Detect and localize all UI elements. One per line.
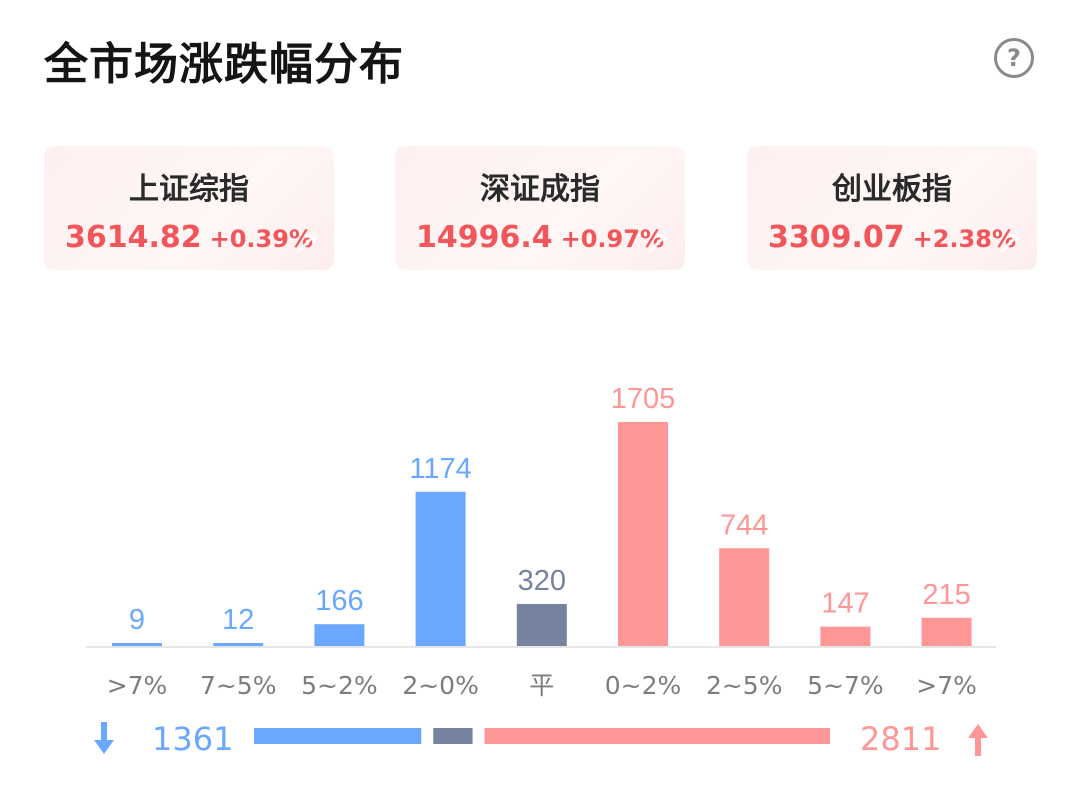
index-change: +0.39% xyxy=(209,225,313,253)
index-cards: 上证综指 3614.82 +0.39% 深证成指 14996.4 +0.97% 创业… xyxy=(44,146,1037,270)
x-tick-label: 5~2% xyxy=(301,671,378,700)
ratio-bar xyxy=(254,728,830,744)
trend-up-icon xyxy=(999,234,1019,254)
bar xyxy=(415,491,466,646)
bar xyxy=(314,624,365,646)
index-change: +0.97% xyxy=(560,225,664,253)
data-label: 215 xyxy=(922,579,970,611)
x-tick-label: 7~5% xyxy=(200,671,277,700)
bar xyxy=(112,643,162,646)
ratio-flat-segment xyxy=(433,728,473,744)
bar xyxy=(618,422,668,646)
page-title: 全市场涨跌幅分布 xyxy=(44,39,404,90)
data-label: 166 xyxy=(315,585,363,617)
index-card-chinext[interactable]: 创业板指 3309.07 +2.38% xyxy=(747,146,1037,270)
x-tick-label: >7% xyxy=(107,671,168,700)
x-tick-label: 2~0% xyxy=(402,671,479,700)
index-value: 3309.07 xyxy=(767,220,905,255)
data-label: 1174 xyxy=(409,453,471,485)
bar xyxy=(213,643,264,646)
bar xyxy=(719,548,770,646)
x-tick-label: 2~5% xyxy=(706,671,783,700)
data-label: 320 xyxy=(518,565,566,597)
arrow-up-icon xyxy=(968,724,988,756)
down-total: 1361 xyxy=(152,720,234,758)
help-icon[interactable]: ? xyxy=(994,38,1034,78)
index-name: 深证成指 xyxy=(480,172,600,207)
x-tick-label: 0~2% xyxy=(605,671,682,700)
index-card-shenzhen[interactable]: 深证成指 14996.4 +0.97% xyxy=(395,146,685,270)
data-label: 1705 xyxy=(611,383,676,415)
trend-up-icon xyxy=(647,234,667,254)
data-label: 9 xyxy=(129,604,145,636)
index-values: 14996.4 +0.97% xyxy=(395,220,685,255)
up-total: 2811 xyxy=(860,720,942,758)
index-value: 3614.82 xyxy=(64,220,202,255)
ratio-down-segment xyxy=(254,728,422,744)
x-tick-label: 平 xyxy=(529,671,554,700)
trend-up-icon xyxy=(296,234,316,254)
ratio-up-segment xyxy=(484,728,830,744)
index-name: 上证综指 xyxy=(129,172,249,207)
bar xyxy=(820,626,871,646)
index-change: +2.38% xyxy=(912,225,1016,253)
bar xyxy=(921,617,972,646)
data-label: 12 xyxy=(222,604,254,636)
bar xyxy=(516,603,567,646)
index-values: 3614.82 +0.39% xyxy=(44,220,334,255)
summary-bar: 1361 2811 xyxy=(0,712,1080,768)
index-value: 14996.4 xyxy=(415,220,553,255)
distribution-chart: 9 >7% 12 7~5% 166 5~2% 1174 2~0% 320 平 1705 0~2% 744… xyxy=(86,383,996,700)
x-tick-label: 5~7% xyxy=(807,671,884,700)
arrow-down-icon xyxy=(94,722,114,754)
index-card-shanghai[interactable]: 上证综指 3614.82 +0.39% xyxy=(44,146,334,270)
x-tick-label: >7% xyxy=(916,671,977,700)
index-name: 创业板指 xyxy=(832,172,952,207)
data-label: 744 xyxy=(720,509,768,541)
index-values: 3309.07 +2.38% xyxy=(747,220,1037,255)
data-label: 147 xyxy=(821,588,869,620)
